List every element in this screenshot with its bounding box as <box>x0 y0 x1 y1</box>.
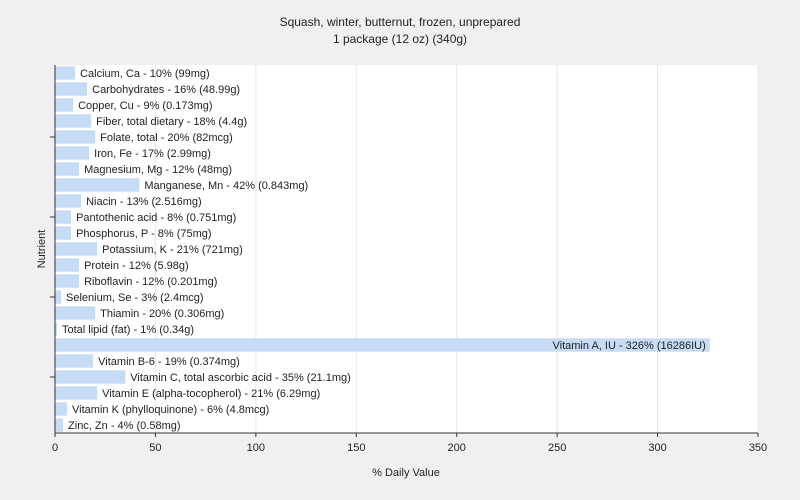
x-tick-label: 250 <box>548 442 566 454</box>
bar <box>55 386 98 400</box>
bar <box>55 354 94 368</box>
bar <box>55 370 126 384</box>
bar <box>55 290 62 304</box>
bar <box>55 162 80 176</box>
x-axis-label: % Daily Value <box>372 467 440 479</box>
y-axis-label: Nutrient <box>36 230 48 269</box>
bar-label: Folate, total - 20% (82mcg) <box>100 132 233 144</box>
bar <box>55 98 74 112</box>
bar-label: Vitamin A, IU - 326% (16286IU) <box>553 340 706 352</box>
bar-label: Potassium, K - 21% (721mg) <box>102 244 243 256</box>
chart-title: Squash, winter, butternut, frozen, unpre… <box>280 15 521 29</box>
bar-label: Phosphorus, P - 8% (75mg) <box>76 228 212 240</box>
bar <box>55 242 98 256</box>
bar <box>55 210 72 224</box>
bar-label: Zinc, Zn - 4% (0.58mg) <box>68 420 180 432</box>
bars <box>55 66 710 432</box>
bar-label: Vitamin E (alpha-tocopherol) - 21% (6.29… <box>102 388 320 400</box>
x-tick-label: 150 <box>347 442 365 454</box>
bar-label: Magnesium, Mg - 12% (48mg) <box>84 164 232 176</box>
bar-label: Calcium, Ca - 10% (99mg) <box>80 68 210 80</box>
bar-label: Niacin - 13% (2.516mg) <box>86 196 202 208</box>
bar <box>55 114 92 128</box>
chart-subtitle: 1 package (12 oz) (340g) <box>333 32 467 46</box>
bar-label: Thiamin - 20% (0.306mg) <box>100 308 224 320</box>
bar-label: Iron, Fe - 17% (2.99mg) <box>94 148 211 160</box>
bar <box>55 322 58 336</box>
bar <box>55 130 96 144</box>
bar-label: Vitamin K (phylloquinone) - 6% (4.8mcg) <box>72 404 269 416</box>
x-tick-label: 100 <box>247 442 265 454</box>
x-tick-label: 300 <box>648 442 666 454</box>
bar-label: Vitamin B-6 - 19% (0.374mg) <box>98 356 240 368</box>
bar <box>55 274 80 288</box>
grid: 0 50 100 150 200 250 300 350 <box>50 65 767 454</box>
bar-label: Vitamin C, total ascorbic acid - 35% (21… <box>130 372 350 384</box>
bar-label: Carbohydrates - 16% (48.99g) <box>92 84 240 96</box>
plot-area <box>55 65 758 433</box>
bar-label: Fiber, total dietary - 18% (4.4g) <box>96 116 247 128</box>
bar-label: Copper, Cu - 9% (0.173mg) <box>78 100 213 112</box>
bar <box>55 226 72 240</box>
bar <box>55 306 96 320</box>
bar <box>55 66 76 80</box>
bar <box>55 338 710 352</box>
bar-label: Manganese, Mn - 42% (0.843mg) <box>144 180 308 192</box>
bar-label: Protein - 12% (5.98g) <box>84 260 189 272</box>
bar-label: Total lipid (fat) - 1% (0.34g) <box>62 324 194 336</box>
x-tick-label: 0 <box>52 442 58 454</box>
bar <box>55 258 80 272</box>
bar <box>55 82 88 96</box>
x-tick-label: 350 <box>749 442 767 454</box>
x-tick-label: 50 <box>149 442 161 454</box>
x-tick-label: 200 <box>448 442 466 454</box>
bar <box>55 418 64 432</box>
bar <box>55 178 140 192</box>
bar <box>55 194 82 208</box>
bar-label: Pantothenic acid - 8% (0.751mg) <box>76 212 236 224</box>
bar-label: Riboflavin - 12% (0.201mg) <box>84 276 217 288</box>
bar-label: Selenium, Se - 3% (2.4mcg) <box>66 292 204 304</box>
labels: Calcium, Ca - 10% (99mg) Carbohydrates - … <box>62 68 706 432</box>
bar <box>55 402 68 416</box>
bar <box>55 146 90 160</box>
